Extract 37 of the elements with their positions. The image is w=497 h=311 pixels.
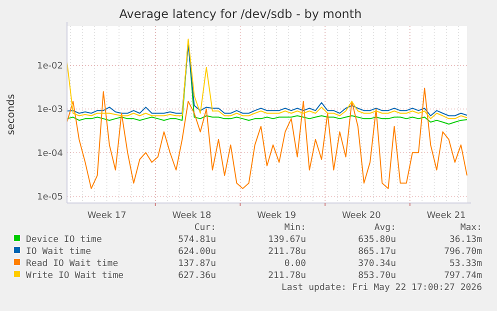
legend-label: Device IO time xyxy=(26,235,102,245)
y-tick-label: 1e-03 xyxy=(37,105,63,116)
chart-title: Average latency for /dev/sdb - by month xyxy=(119,7,362,21)
y-tick-label: 1e-02 xyxy=(37,62,63,72)
text: 797.74m xyxy=(444,271,482,281)
text: Avg: xyxy=(374,223,396,233)
x-tick-label: Week 17 xyxy=(87,211,126,221)
text: Max: xyxy=(460,223,482,233)
legend-label: IO Wait time xyxy=(26,247,92,257)
text: 853.70u xyxy=(358,271,396,281)
text: 627.36u xyxy=(178,271,216,281)
text: Min: xyxy=(284,223,306,233)
text: 796.70m xyxy=(444,247,482,257)
text: 139.67u xyxy=(268,235,306,245)
text: 370.34u xyxy=(358,259,396,269)
line-series xyxy=(66,88,468,190)
y-axis-title: seconds xyxy=(6,94,17,135)
legend-label: Write IO Wait time xyxy=(26,271,124,281)
text: 137.87u xyxy=(178,259,216,269)
text: 624.00u xyxy=(178,247,216,257)
text: 53.33m xyxy=(449,259,482,269)
x-tick-label: Week 20 xyxy=(342,211,382,221)
x-tick-label: Week 19 xyxy=(257,211,296,221)
text: Last update: Fri May 22 17:00:27 2026 xyxy=(282,283,482,293)
text: 211.78u xyxy=(268,247,306,257)
text: Cur: xyxy=(194,223,216,233)
text: 211.78u xyxy=(268,271,306,281)
x-tick-label: Week 18 xyxy=(172,211,212,221)
text: 865.17u xyxy=(358,247,396,257)
y-tick-label: 1e-04 xyxy=(37,148,64,159)
text: 36.13m xyxy=(449,235,482,245)
text: 635.80u xyxy=(358,235,396,245)
text: 574.81u xyxy=(178,235,216,245)
legend-label: Read IO Wait time xyxy=(26,259,118,269)
y-tick-label: 1e-05 xyxy=(37,192,63,202)
x-tick-label: Week 21 xyxy=(426,211,466,221)
text: 0.00 xyxy=(284,259,306,269)
